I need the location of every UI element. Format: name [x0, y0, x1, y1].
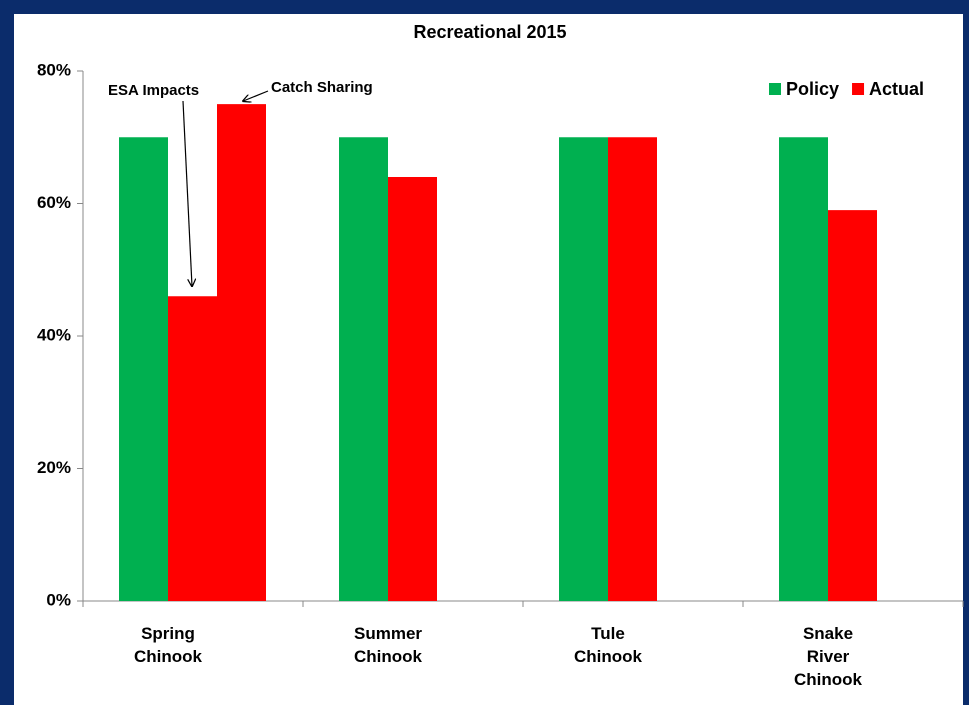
bar: [388, 177, 437, 601]
annotation-arrow: [243, 90, 269, 101]
legend-label: Actual: [869, 79, 924, 99]
bar: [559, 137, 608, 601]
y-tick-label: 60%: [37, 193, 71, 212]
y-tick-label: 40%: [37, 325, 71, 344]
annotation: Catch Sharing: [271, 79, 373, 96]
x-tick-label: Spring Chinook: [134, 624, 203, 666]
legend-label: Policy: [786, 79, 839, 99]
chart-title: Recreational 2015: [413, 22, 566, 42]
legend-swatch: [852, 83, 865, 95]
bar: [779, 137, 828, 601]
y-tick-label: 80%: [37, 60, 71, 79]
x-tick-label: Tule Chinook: [574, 624, 643, 666]
x-tick-label: Summer Chinook: [353, 624, 423, 666]
y-tick-label: 20%: [37, 458, 71, 477]
bar: [217, 104, 266, 601]
x-tick-label: Snake River Chinook: [794, 624, 862, 689]
annotation-arrow: [182, 100, 192, 286]
bar: [828, 210, 877, 601]
bar: [119, 137, 168, 601]
bar: [608, 137, 657, 601]
y-tick-label: 0%: [46, 590, 71, 609]
bar: [339, 137, 388, 601]
annotation: ESA Impacts: [108, 82, 199, 99]
bar: [168, 296, 217, 601]
legend-swatch: [769, 83, 781, 95]
